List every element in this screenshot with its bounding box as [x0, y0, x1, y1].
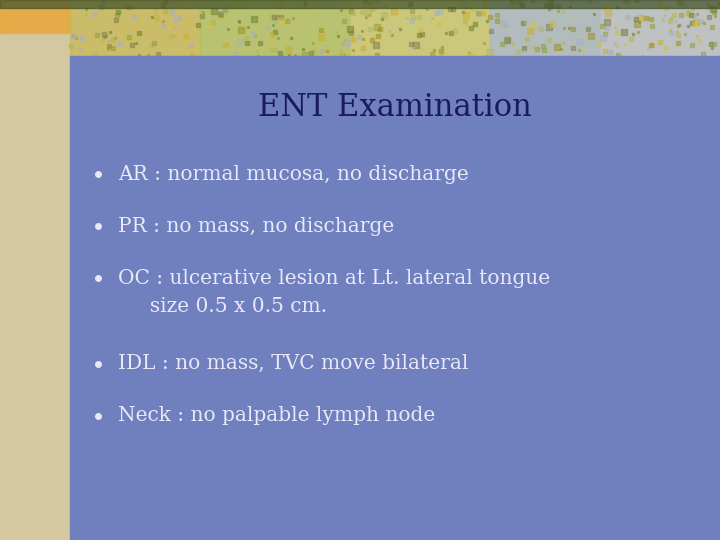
- Text: OC : ulcerative lesion at Lt. lateral tongue: OC : ulcerative lesion at Lt. lateral to…: [118, 268, 550, 287]
- Bar: [0, 33, 70, 56]
- Text: PR : no mass, no discharge: PR : no mass, no discharge: [118, 217, 395, 235]
- Bar: [70, 0, 200, 56]
- Bar: [0, 0, 70, 540]
- Text: Neck : no palpable lymph node: Neck : no palpable lymph node: [118, 406, 436, 426]
- Text: AR : normal mucosa, no discharge: AR : normal mucosa, no discharge: [118, 165, 469, 184]
- Text: IDL : no mass, TVC move bilateral: IDL : no mass, TVC move bilateral: [118, 354, 469, 373]
- Bar: [0, 0, 70, 33]
- Bar: [350, 0, 490, 56]
- Text: ENT Examination: ENT Examination: [258, 92, 532, 124]
- Bar: [0, 0, 720, 8]
- Bar: [70, 56, 720, 540]
- Bar: [600, 0, 720, 56]
- Bar: [200, 0, 350, 56]
- Text: size 0.5 x 0.5 cm.: size 0.5 x 0.5 cm.: [118, 297, 327, 316]
- Bar: [490, 0, 600, 56]
